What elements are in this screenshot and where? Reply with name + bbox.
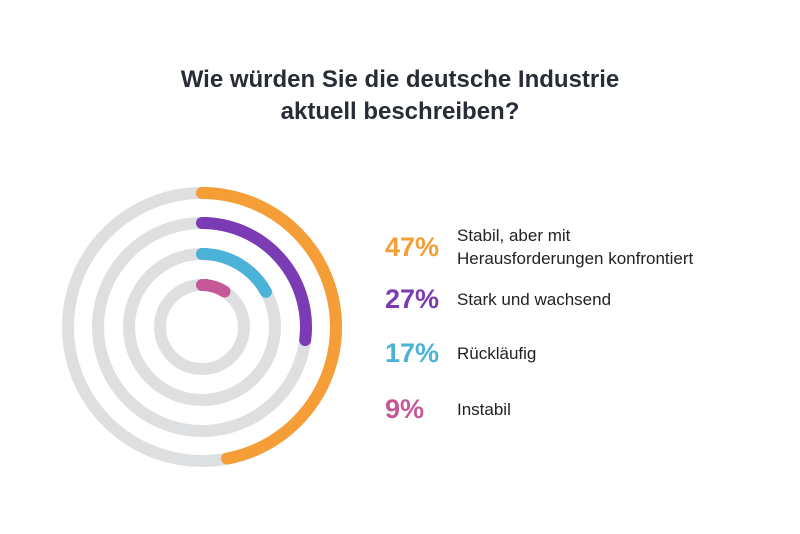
- legend-value: 27%: [385, 284, 440, 314]
- legend-value: 47%: [385, 231, 440, 262]
- ring-bar-start-1: [202, 217, 208, 229]
- legend-item-0: 47% Stabil, aber mit Herausforderungen k…: [385, 224, 693, 270]
- ring-bar-start-0: [202, 187, 208, 199]
- title-line-1: Wie würden Sie die deutsche Industrie: [180, 66, 620, 93]
- legend-label: Stark und wachsend: [457, 290, 612, 309]
- legend-value: 17%: [385, 338, 440, 368]
- legend-value: 9%: [385, 394, 425, 424]
- legend-item-2: 17% Rückläufig: [385, 338, 536, 369]
- ring-bar-1: [196, 217, 312, 347]
- ring-bar-2: [196, 248, 272, 298]
- legend-label: Stabil, aber mit Herausforderungen konfr…: [457, 226, 694, 268]
- chart-title: Wie würden Sie die deutsche Industrie ak…: [0, 64, 800, 128]
- ring-bar-0: [196, 187, 342, 465]
- legend-item-3: 9% Instabil: [385, 394, 511, 425]
- title-line-2: aktuell beschreiben?: [280, 98, 520, 125]
- ring-track: [154, 279, 250, 375]
- legend-label: Instabil: [457, 400, 511, 419]
- ring-bar-start-3: [202, 279, 208, 291]
- legend-label: Rückläufig: [457, 344, 537, 363]
- legend-item-1: 27% Stark und wachsend: [385, 284, 611, 315]
- ring-bar-start-2: [202, 248, 208, 260]
